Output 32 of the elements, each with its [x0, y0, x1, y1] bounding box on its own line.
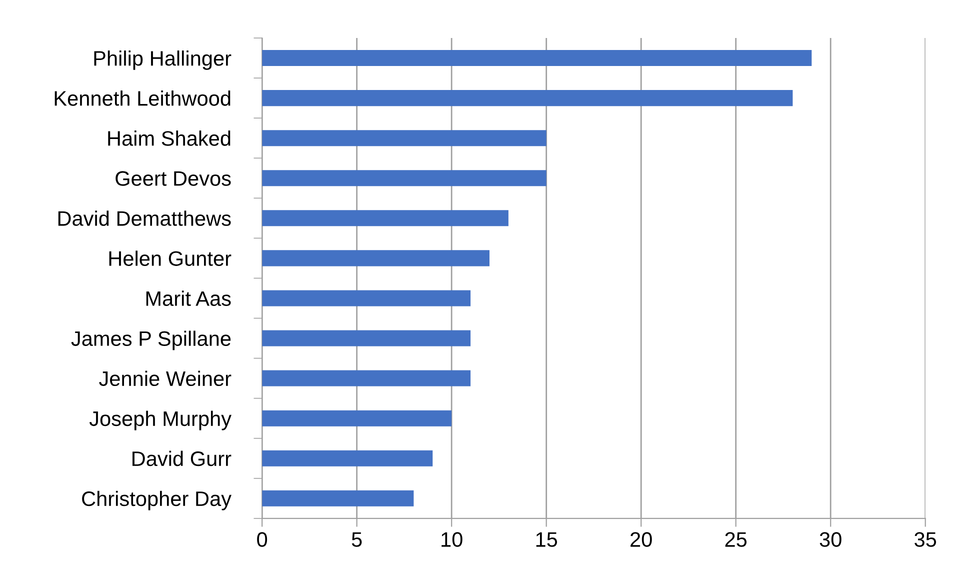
y-tick-label: Jennie Weiner: [99, 370, 232, 386]
y-tick-label: Joseph Murphy: [89, 410, 232, 430]
x-tick-label: 30: [820, 532, 842, 547]
x-tick-label: 10: [442, 532, 462, 547]
y-tick-label: James P Spillane: [71, 330, 231, 350]
bar: [262, 410, 452, 426]
bar: [262, 330, 471, 346]
y-tick-label: Haim Shaked: [108, 130, 230, 146]
y-tick-label: Geert Devos: [116, 171, 231, 186]
y-tick-label: Marit Aas: [146, 290, 231, 306]
x-tick-label: 5: [352, 532, 362, 547]
y-tick-label: Philip Hallinger: [94, 50, 232, 70]
bar: [262, 90, 793, 106]
bar: [262, 130, 546, 146]
x-tick-label: 35: [914, 532, 936, 547]
bar: [262, 490, 414, 506]
y-tick-label: David Dematthews: [58, 210, 231, 226]
bar: [262, 170, 546, 186]
bar: [262, 50, 812, 66]
bar: [262, 370, 471, 386]
bar: [262, 290, 471, 306]
x-tick-label: 25: [725, 532, 747, 547]
bar: [262, 250, 490, 266]
x-tick-label: 15: [536, 532, 558, 547]
y-tick-label: David Gurr: [132, 450, 232, 466]
x-tick-label: 20: [630, 532, 652, 547]
y-tick-label: Kenneth Leithwood: [54, 90, 230, 106]
y-tick-label: Christopher Day: [82, 490, 232, 510]
bar: [262, 450, 433, 466]
y-tick-label: Helen Gunter: [109, 250, 232, 266]
x-tick-label: 0: [257, 532, 268, 547]
bar: [262, 210, 508, 226]
